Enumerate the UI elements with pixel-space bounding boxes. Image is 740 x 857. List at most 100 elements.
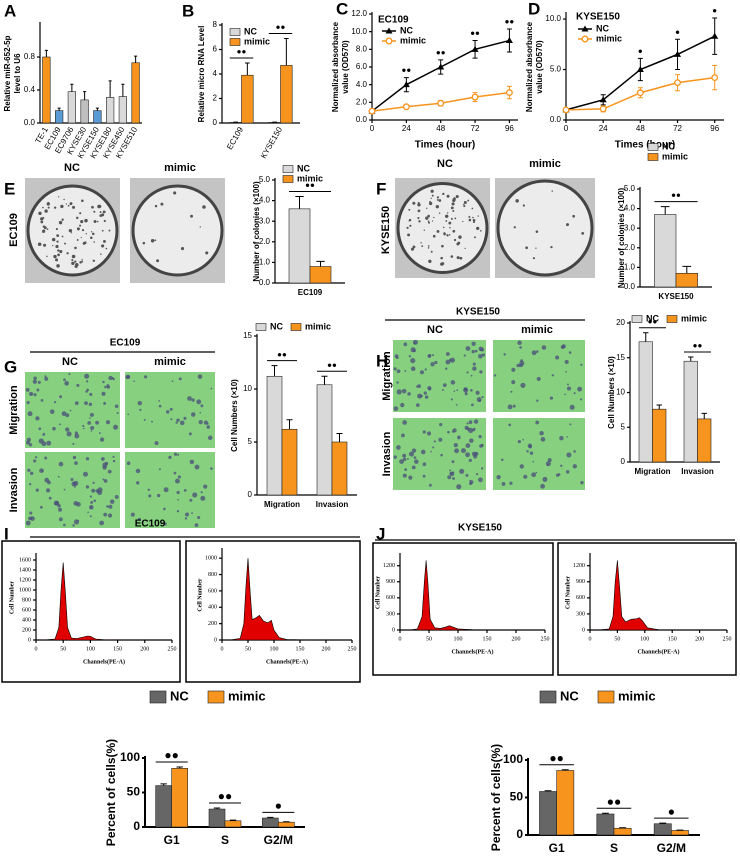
cell xyxy=(400,402,405,408)
x-tick-label: 0 xyxy=(589,636,592,642)
cell xyxy=(113,424,119,430)
cell xyxy=(87,511,89,514)
cell xyxy=(173,452,178,456)
colony xyxy=(431,220,434,222)
cell xyxy=(511,367,516,372)
group-title: KYSE150 xyxy=(458,523,502,534)
x-axis-label: Channels(PE-A) xyxy=(83,658,125,665)
y-tick-label: 100 xyxy=(503,752,523,766)
colony xyxy=(58,196,60,198)
y-axis-label: value (OD570) xyxy=(341,40,350,94)
colony xyxy=(71,261,75,265)
y-tick-label: 5.0 xyxy=(259,175,271,184)
cell xyxy=(108,504,113,509)
sig-mark: ● xyxy=(675,27,680,36)
cell xyxy=(93,499,96,503)
colony xyxy=(76,239,79,241)
legend-swatch xyxy=(229,28,241,36)
colony xyxy=(38,211,42,216)
cell xyxy=(68,373,71,376)
colony xyxy=(551,190,553,192)
sig-mark: ●● xyxy=(671,191,681,200)
cell xyxy=(137,517,141,521)
cell xyxy=(136,481,140,485)
cell xyxy=(577,386,583,392)
cell xyxy=(189,498,193,502)
y-tick-label: 400 xyxy=(208,605,217,611)
bar xyxy=(697,418,712,463)
cell xyxy=(85,485,90,489)
cell xyxy=(464,425,469,430)
colony xyxy=(455,195,459,199)
column-label: mimic xyxy=(154,356,186,368)
y-tick-label: 0 xyxy=(28,637,31,643)
cell xyxy=(42,432,46,436)
colony xyxy=(409,224,412,227)
colony xyxy=(532,257,536,260)
legend-label: NC xyxy=(270,321,283,331)
colony xyxy=(80,219,84,224)
cell xyxy=(192,492,198,498)
colony xyxy=(550,245,553,249)
row-label: Migration xyxy=(381,351,393,401)
colony xyxy=(450,255,454,258)
cell xyxy=(64,381,69,386)
colony xyxy=(417,203,421,207)
colony xyxy=(581,232,585,235)
x-tick-label: 0 xyxy=(564,124,569,133)
marker xyxy=(636,89,644,97)
x-tick-label: 100 xyxy=(270,646,279,652)
y-tick-label: 2.0 xyxy=(259,237,271,246)
y-tick-label: 4.0 xyxy=(259,196,271,205)
colony xyxy=(91,205,94,209)
sig-mark: ● xyxy=(712,6,717,15)
cell xyxy=(476,397,482,402)
chart-title: KYSE150 xyxy=(576,12,620,23)
cell xyxy=(72,524,75,527)
error-bar xyxy=(561,769,569,771)
y-axis-label: Relative miR-652-5p xyxy=(3,35,12,111)
marker xyxy=(581,25,589,32)
cell xyxy=(519,360,525,366)
bar xyxy=(241,74,254,124)
cell xyxy=(449,357,456,363)
x-tick-label: 50 xyxy=(60,646,66,652)
y-tick-label: 6 xyxy=(213,45,218,54)
row-label: Invasion xyxy=(8,467,20,512)
cell xyxy=(35,416,40,421)
colony xyxy=(75,263,79,267)
cell xyxy=(407,392,411,396)
cell xyxy=(450,380,456,385)
error-bar xyxy=(682,265,692,274)
colony xyxy=(47,206,50,209)
cell xyxy=(33,376,37,380)
colony xyxy=(65,203,68,205)
colony xyxy=(443,232,446,235)
cell xyxy=(170,418,173,421)
colony xyxy=(435,205,439,209)
cell xyxy=(206,422,209,425)
cell xyxy=(419,370,425,375)
y-tick-label: 800 xyxy=(208,572,217,578)
cell xyxy=(532,460,535,463)
colony xyxy=(472,218,476,222)
bar xyxy=(654,214,677,288)
cell xyxy=(189,459,195,465)
error-bar xyxy=(286,419,293,430)
bar xyxy=(596,813,615,836)
cell xyxy=(107,513,113,518)
legend-swatch xyxy=(282,175,294,183)
colony xyxy=(100,253,102,255)
cell xyxy=(139,408,142,411)
cell xyxy=(393,367,397,371)
cell xyxy=(453,390,456,393)
y-tick-label: 10 xyxy=(243,384,252,393)
colony xyxy=(92,232,95,236)
column-label: NC xyxy=(62,356,78,368)
y-axis-label: Percent of cells(%) xyxy=(104,739,118,846)
cell xyxy=(411,448,417,453)
sig-mark: ●● xyxy=(549,751,564,765)
colony xyxy=(426,207,428,209)
cell xyxy=(466,371,469,374)
error-bar xyxy=(295,195,304,209)
